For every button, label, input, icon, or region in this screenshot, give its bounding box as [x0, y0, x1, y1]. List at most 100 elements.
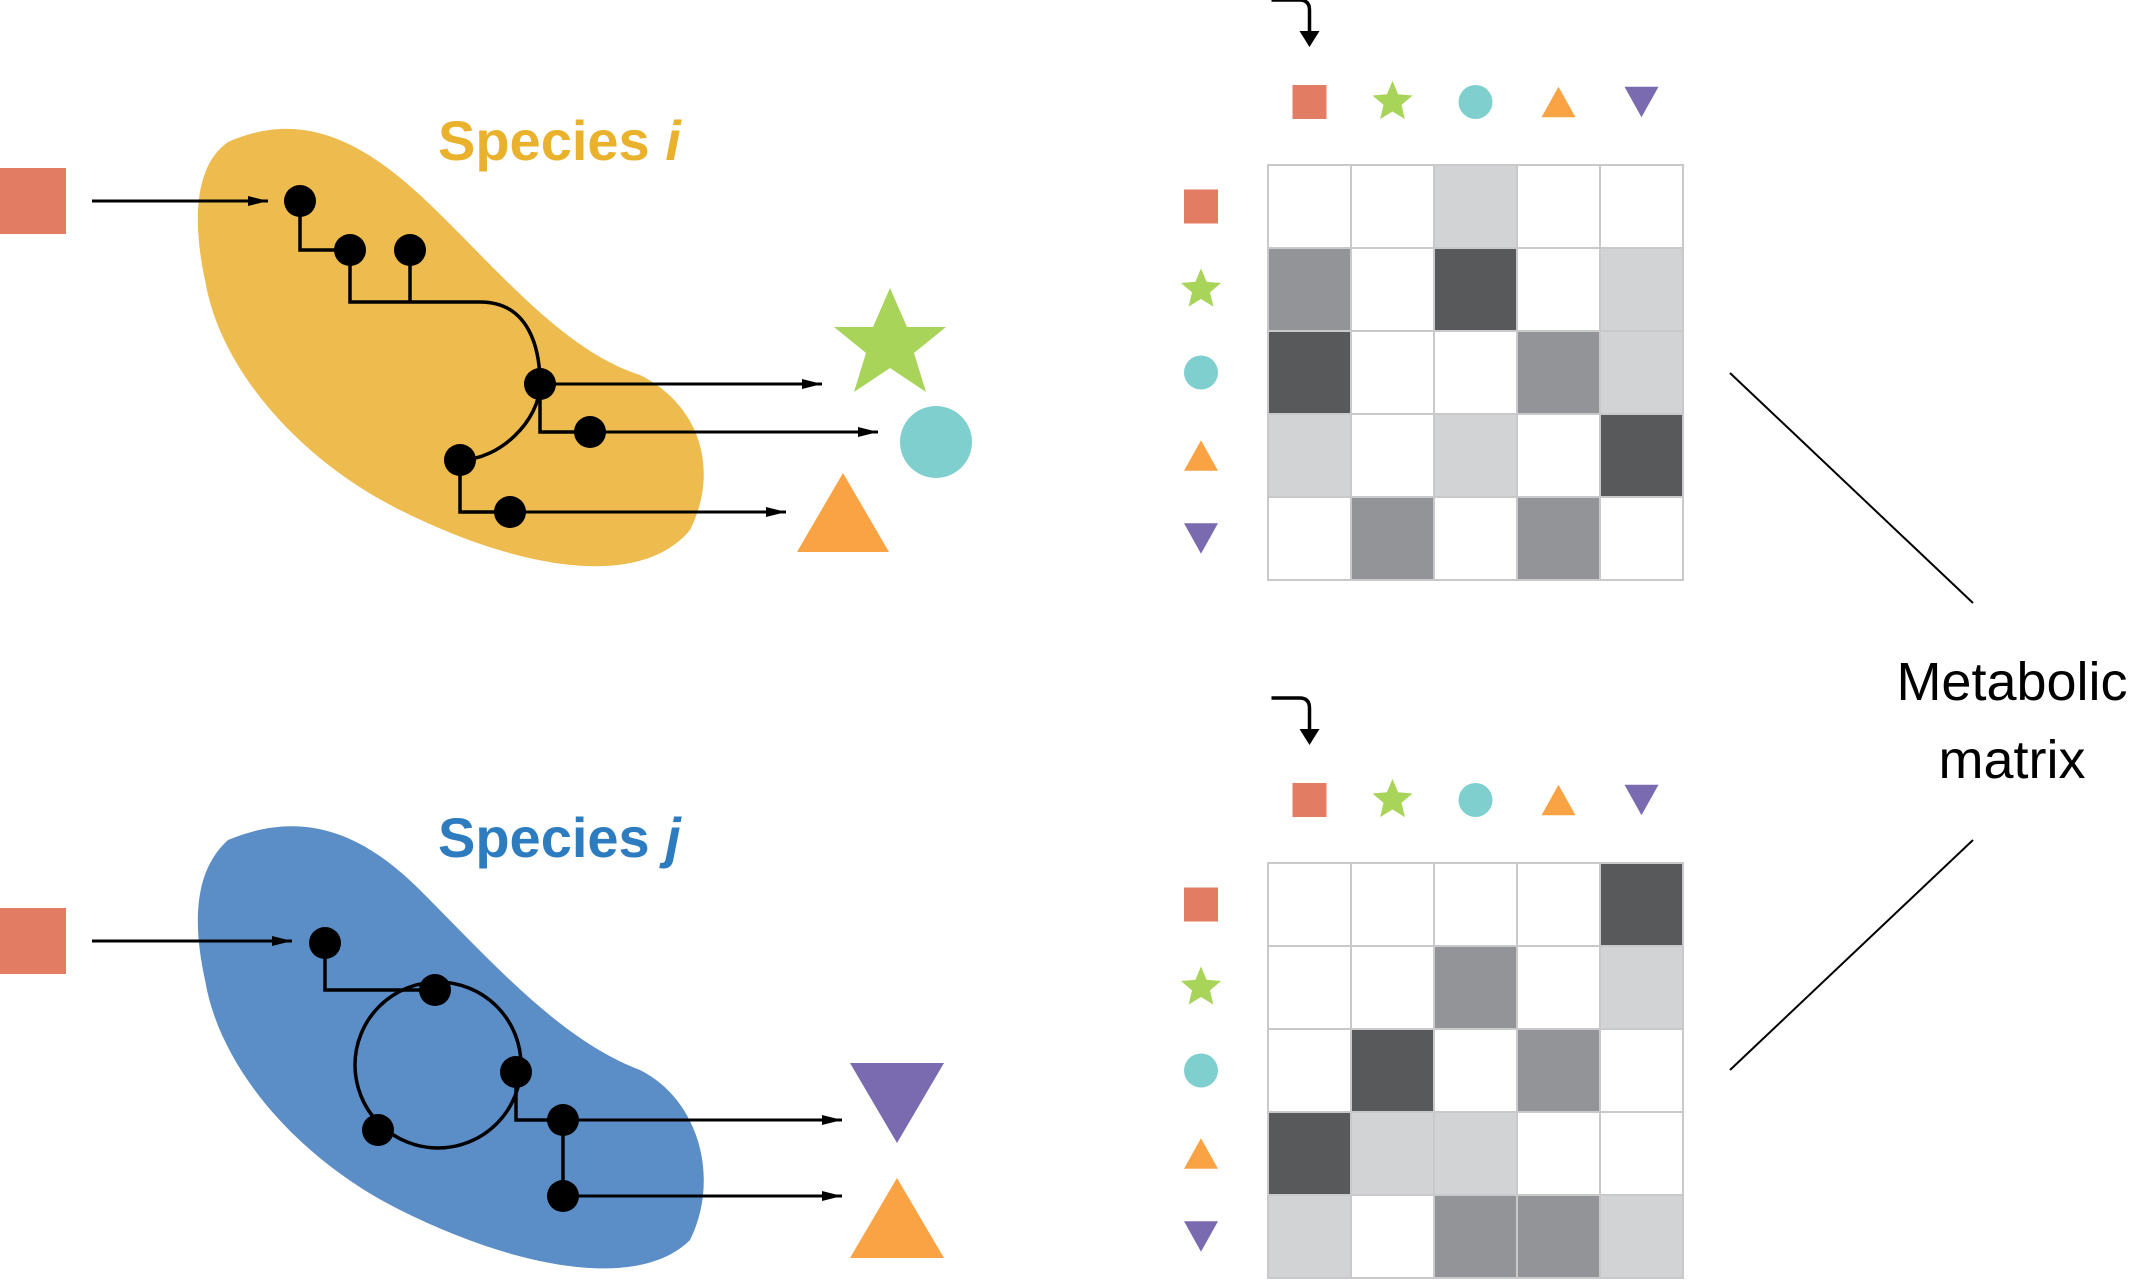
- output-star-icon: [834, 288, 946, 392]
- species-i-label: Species i: [438, 109, 682, 172]
- matrix-cell: [1599, 413, 1684, 498]
- matrix-cell: [1516, 247, 1601, 332]
- input-square-icon: [0, 168, 66, 234]
- matrix-cell: [1267, 164, 1352, 249]
- triangle-down-icon: [1184, 1221, 1218, 1252]
- matrix-cell: [1599, 247, 1684, 332]
- species-i-label-var: i: [665, 109, 682, 172]
- callout-line-top: [1729, 372, 1974, 604]
- pathway-node: [334, 234, 366, 266]
- pathway-node: [309, 927, 341, 959]
- star-icon: [1372, 778, 1413, 818]
- pathway-node: [419, 974, 451, 1006]
- species-j-label: Species j: [438, 806, 682, 869]
- matrix-cell: [1267, 1194, 1352, 1279]
- matrix-cell: [1516, 1111, 1601, 1196]
- matrix-cell: [1599, 1111, 1684, 1196]
- column-arrow-head: [1299, 31, 1320, 47]
- input-square-icon: [0, 908, 66, 974]
- circle-icon: [1458, 85, 1493, 119]
- matrix-cell: [1433, 247, 1518, 332]
- matrix-cell: [1350, 862, 1435, 947]
- matrix-cell: [1433, 164, 1518, 249]
- matrix-cell: [1516, 496, 1601, 581]
- matrix-cell: [1599, 862, 1684, 947]
- triangle-up-icon: [1184, 440, 1218, 471]
- matrix-cell: [1267, 1111, 1352, 1196]
- matrix-cell: [1267, 413, 1352, 498]
- star-icon: [1372, 80, 1413, 120]
- square-icon: [1184, 189, 1218, 224]
- species-j-label-prefix: Species: [438, 806, 665, 869]
- matrix-cell: [1516, 1194, 1601, 1279]
- matrix-cell: [1350, 945, 1435, 1030]
- pathway-node: [444, 444, 476, 476]
- matrix-cell: [1433, 1194, 1518, 1279]
- matrix-cell: [1350, 1194, 1435, 1279]
- matrix-cell: [1433, 1111, 1518, 1196]
- matrix-cell: [1516, 413, 1601, 498]
- column-arrow: [1271, 0, 1312, 35]
- square-icon: [1292, 783, 1327, 817]
- pathway-node: [394, 234, 426, 266]
- circle-icon: [1184, 355, 1218, 390]
- matrix-cell: [1516, 1028, 1601, 1113]
- star-icon: [1181, 966, 1221, 1005]
- circle-icon: [1458, 783, 1493, 817]
- matrix-cell: [1350, 330, 1435, 415]
- matrix-cell: [1267, 496, 1352, 581]
- matrix-cell: [1350, 247, 1435, 332]
- output-triangle-up-icon: [797, 473, 889, 552]
- matrix-cell: [1267, 945, 1352, 1030]
- circle-icon: [1184, 1053, 1218, 1088]
- matrix-cell: [1599, 164, 1684, 249]
- matrix-cell: [1433, 413, 1518, 498]
- matrix-cell: [1267, 862, 1352, 947]
- matrix-cell: [1599, 1194, 1684, 1279]
- star-icon: [1181, 268, 1221, 307]
- triangle-down-icon: [1184, 523, 1218, 554]
- matrix-cell: [1433, 862, 1518, 947]
- column-arrow: [1271, 696, 1312, 733]
- matrix-species-j: [1181, 696, 1684, 1279]
- matrix-cell: [1350, 496, 1435, 581]
- triangle-up-icon: [1541, 86, 1576, 118]
- species-j-cell-body: [197, 826, 704, 1269]
- matrix-cell: [1516, 862, 1601, 947]
- matrix-cell: [1433, 496, 1518, 581]
- matrix-cell: [1267, 330, 1352, 415]
- matrix-cell: [1516, 330, 1601, 415]
- matrix-cell: [1516, 945, 1601, 1030]
- matrix-cell: [1433, 1028, 1518, 1113]
- matrix-cell: [1599, 496, 1684, 581]
- matrix-cell: [1350, 1028, 1435, 1113]
- pathway-node: [500, 1056, 532, 1088]
- triangle-up-icon: [1541, 784, 1576, 816]
- metabolic-matrix-label-line1: Metabolic: [1896, 652, 2127, 712]
- triangle-down-icon: [1624, 86, 1659, 118]
- triangle-up-icon: [1184, 1138, 1218, 1169]
- metabolic-matrix-callout: Metabolic matrix: [1729, 372, 2128, 1071]
- callout-line-bottom: [1729, 839, 1974, 1071]
- species-i-cell-body: [197, 128, 704, 567]
- matrix-cell: [1433, 945, 1518, 1030]
- triangle-down-icon: [1624, 784, 1659, 816]
- metabolic-matrix-label-line2: matrix: [1939, 730, 2086, 790]
- species-i-panel: Species i: [0, 109, 972, 567]
- species-i-label-prefix: Species: [438, 109, 665, 172]
- matrix-cell: [1267, 247, 1352, 332]
- matrix-cell: [1350, 1111, 1435, 1196]
- matrix-species-i: [1181, 0, 1684, 581]
- matrix-cell: [1433, 330, 1518, 415]
- species-j-panel: Species j: [0, 806, 944, 1269]
- output-triangle-up-icon: [850, 1178, 944, 1258]
- matrix-cell: [1350, 413, 1435, 498]
- matrix-cell: [1267, 1028, 1352, 1113]
- output-triangle-down-icon: [850, 1063, 944, 1143]
- square-icon: [1184, 887, 1218, 922]
- pathway-node: [284, 185, 316, 217]
- matrix-cell: [1350, 164, 1435, 249]
- pathway-node: [362, 1114, 394, 1146]
- matrix-cell: [1516, 164, 1601, 249]
- column-arrow-head: [1299, 729, 1320, 745]
